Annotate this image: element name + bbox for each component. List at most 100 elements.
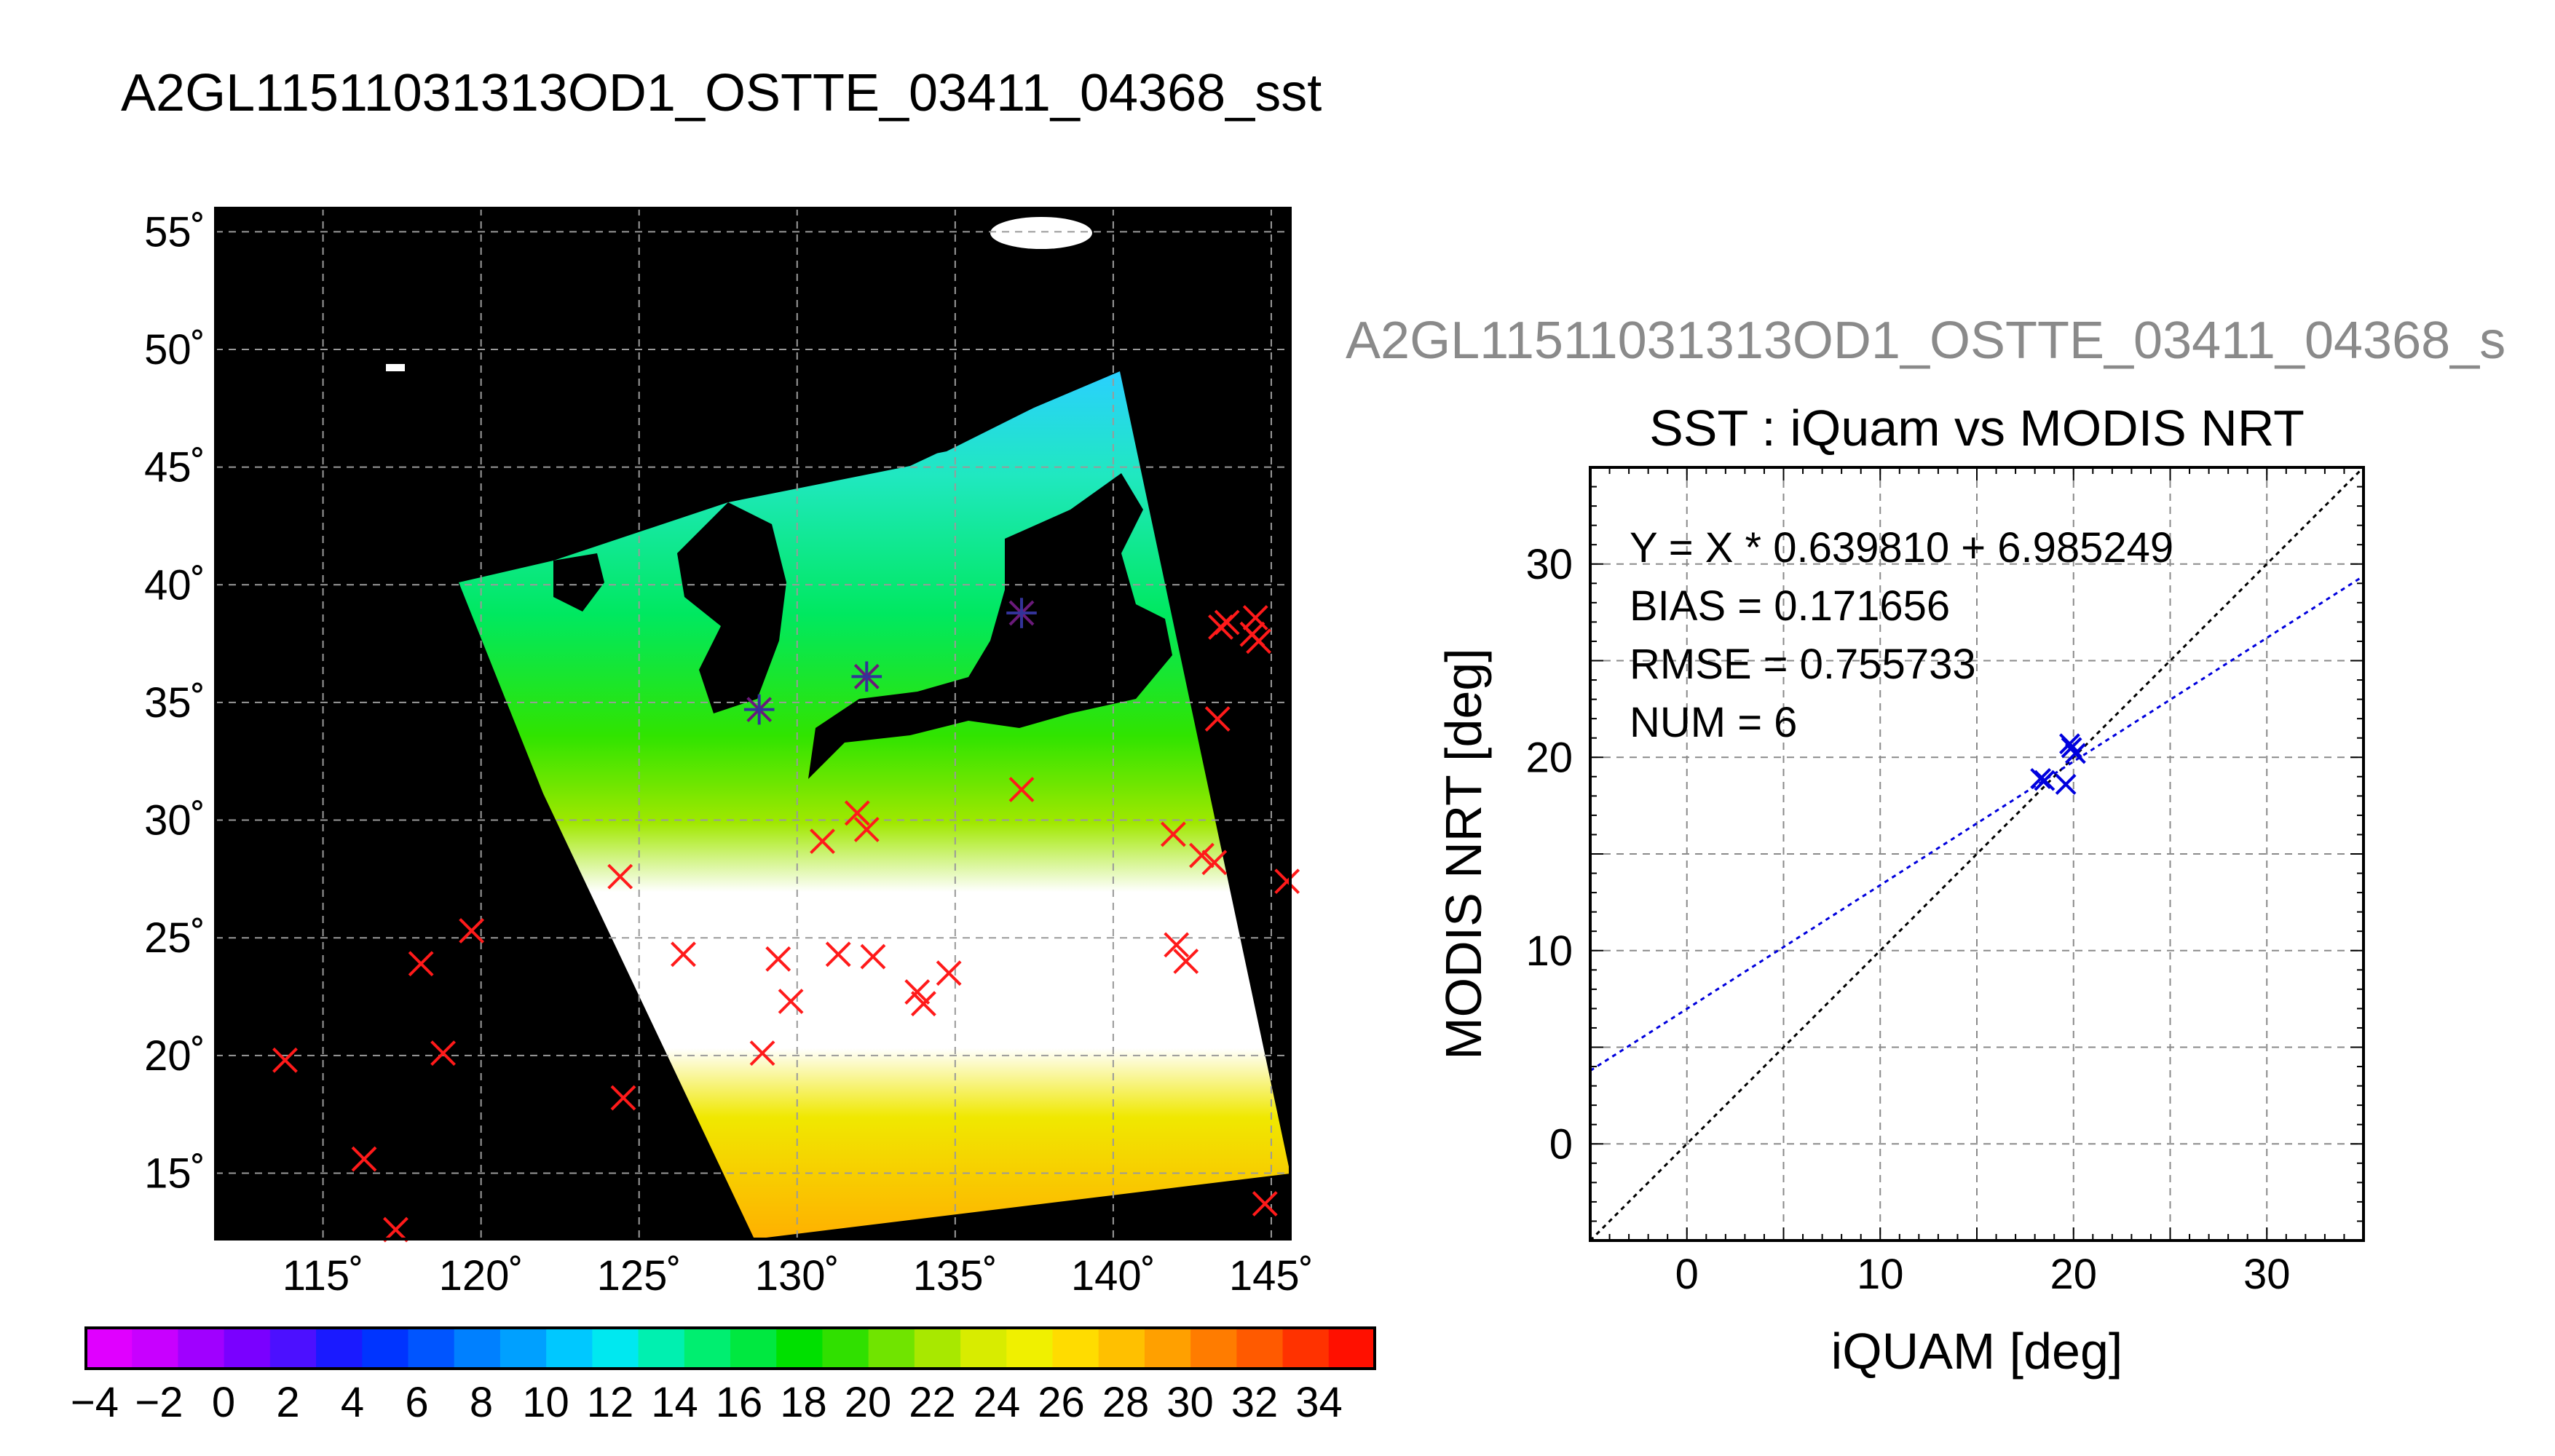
map-unmatched-marker-stroke — [272, 1047, 298, 1073]
colorbar-swatch — [730, 1328, 778, 1369]
map-unmatched-marker-stroke — [778, 989, 804, 1014]
map-y-tick-label: 45˚ — [144, 444, 205, 491]
map-unmatched-marker-stroke — [1242, 605, 1268, 630]
colorbar-tick-label: 26 — [1038, 1379, 1085, 1426]
map-unmatched-marker — [1252, 1191, 1278, 1216]
colorbar-swatch — [224, 1328, 271, 1369]
cloud-patch-small — [386, 364, 405, 371]
map-unmatched-marker — [1164, 932, 1190, 958]
map-unmatched-marker-stroke — [459, 918, 485, 943]
map-x-tick-label: 125˚ — [597, 1252, 682, 1299]
map-unmatched-marker-stroke — [1246, 628, 1272, 654]
scatter-x-tick-label: 10 — [1857, 1251, 1904, 1298]
scatter-tick-labels: 0 10 20 30 0 10 20 30 — [1525, 541, 2290, 1298]
map-unmatched-marker-stroke — [1160, 821, 1186, 847]
scatter-x-tick-label: 20 — [2050, 1251, 2097, 1298]
scatter-point-stroke — [2055, 774, 2077, 795]
map-y-tick-label: 35˚ — [144, 679, 205, 727]
map-y-tick-label: 20˚ — [144, 1032, 205, 1080]
colorbar-tick-label: 20 — [845, 1379, 892, 1426]
map-x-tick-label: 135˚ — [913, 1252, 998, 1299]
scatter-y-tick-label: 0 — [1549, 1120, 1573, 1168]
colorbar-swatch — [499, 1328, 548, 1369]
map-unmatched-marker — [1242, 605, 1268, 630]
map-unmatched-marker — [778, 989, 804, 1014]
map-unmatched-marker-stroke — [607, 863, 633, 890]
map-unmatched-marker — [853, 817, 880, 842]
map-unmatched-marker — [671, 941, 696, 968]
map-unmatched-marker — [430, 1040, 456, 1067]
colorbar-tick-label: 28 — [1102, 1379, 1150, 1426]
map-y-tick-label: 55˚ — [144, 208, 205, 256]
colorbar-tick-label: 2 — [276, 1379, 299, 1426]
colorbar-tick-label: −2 — [135, 1379, 183, 1426]
colorbar-swatches — [86, 1328, 1375, 1369]
map-unmatched-marker-stroke — [936, 960, 962, 986]
colorbar-swatch — [316, 1328, 363, 1369]
scatter-annotation: Y = X * 0.639810 + 6.985249 — [1630, 524, 2173, 571]
map-unmatched-marker — [810, 828, 835, 855]
scatter-annotation: BIAS = 0.171656 — [1630, 582, 1950, 630]
map-unmatched-marker-stroke — [1252, 1191, 1278, 1216]
colorbar-tick-label: 32 — [1231, 1379, 1279, 1426]
colorbar-tick-label: 12 — [587, 1379, 634, 1426]
map-frame — [214, 207, 1292, 1241]
map-x-tick-label: 140˚ — [1071, 1252, 1156, 1299]
map-unmatched-marker-stroke — [860, 943, 886, 970]
map-unmatched-marker-stroke — [610, 1085, 636, 1111]
colorbar-tick-label: 18 — [780, 1379, 827, 1426]
colorbar-swatch — [178, 1328, 225, 1369]
map-unmatched-marker-stroke — [904, 979, 931, 1005]
scatter-annotations: Y = X * 0.639810 + 6.985249 BIAS = 0.1716… — [1630, 524, 2173, 746]
map-y-tick-labels: 55˚ 50˚ 45˚ 40˚ 35˚ 30˚ 25˚ 20˚ 15˚ — [144, 208, 205, 1197]
map-unmatched-marker — [904, 979, 931, 1005]
scatter-point — [2064, 743, 2086, 764]
colorbar-tick-label: 8 — [470, 1379, 493, 1426]
colorbar-tick-label: 16 — [716, 1379, 763, 1426]
map-unmatched-marker — [351, 1146, 377, 1172]
colorbar-swatch — [1282, 1328, 1330, 1369]
colorbar-swatch — [132, 1328, 179, 1369]
map-gridlines — [216, 208, 1290, 1239]
map-y-tick-label: 40˚ — [144, 561, 205, 609]
map-unmatched-marker-stroke — [810, 828, 835, 855]
map-unmatched-marker — [936, 960, 962, 986]
colorbar-swatch — [86, 1328, 133, 1369]
scatter-plot-panel: SST : iQuam vs MODIS NRT 0 10 20 300102030 … — [1435, 400, 2365, 1380]
map-x-tick-label: 115˚ — [283, 1252, 364, 1299]
map-unmatched-marker-stroke — [1204, 706, 1231, 732]
map-unmatched-marker — [1160, 821, 1186, 847]
map-unmatched-marker — [272, 1047, 298, 1073]
scatter-annotation: RMSE = 0.755733 — [1630, 641, 1976, 688]
map-unmatched-marker — [607, 863, 633, 890]
cloud-patch-north — [990, 217, 1092, 249]
map-unmatched-marker — [459, 918, 485, 943]
map-unmatched-marker — [765, 946, 791, 972]
colorbar-tick-label: 4 — [341, 1379, 364, 1426]
map-unmatched-marker — [749, 1040, 775, 1067]
map-unmatched-marker — [1246, 628, 1272, 654]
map-unmatched-marker — [825, 941, 851, 968]
colorbar-swatch — [1328, 1328, 1375, 1369]
landmass-bohai — [553, 553, 604, 612]
colorbar-swatch — [868, 1328, 915, 1369]
colorbar-tick-labels: −4 −2 0 2 4 6 8 10 12 14 16 18 20 22 24 26 28 30 32 34 — [71, 1379, 1343, 1426]
colorbar-swatch — [1144, 1328, 1192, 1369]
map-unmatched-marker-stroke — [671, 941, 696, 968]
map-unmatched-marker-stroke — [825, 941, 851, 968]
scatter-figure-title: A2GL11511031313OD1_OSTTE_03411_04368_s — [1346, 312, 2506, 370]
map-unmatched-marker-stroke — [1189, 842, 1215, 869]
colorbar-tick-label: 14 — [651, 1379, 698, 1426]
map-matched-marker — [851, 661, 882, 692]
map-unmatched-marker — [911, 991, 936, 1017]
map-unmatched-marker-stroke — [1201, 850, 1228, 876]
map-unmatched-marker-stroke — [911, 991, 936, 1017]
map-unmatched-marker-stroke — [1008, 777, 1035, 802]
colorbar-swatch — [362, 1328, 409, 1369]
scatter-x-axis-label: iQUAM [deg] — [1831, 1323, 2123, 1380]
map-unmatched-marker — [1204, 706, 1231, 732]
colorbar-tick-label: 30 — [1166, 1379, 1214, 1426]
colorbar-tick-label: 10 — [522, 1379, 569, 1426]
scatter-points — [2030, 733, 2086, 795]
